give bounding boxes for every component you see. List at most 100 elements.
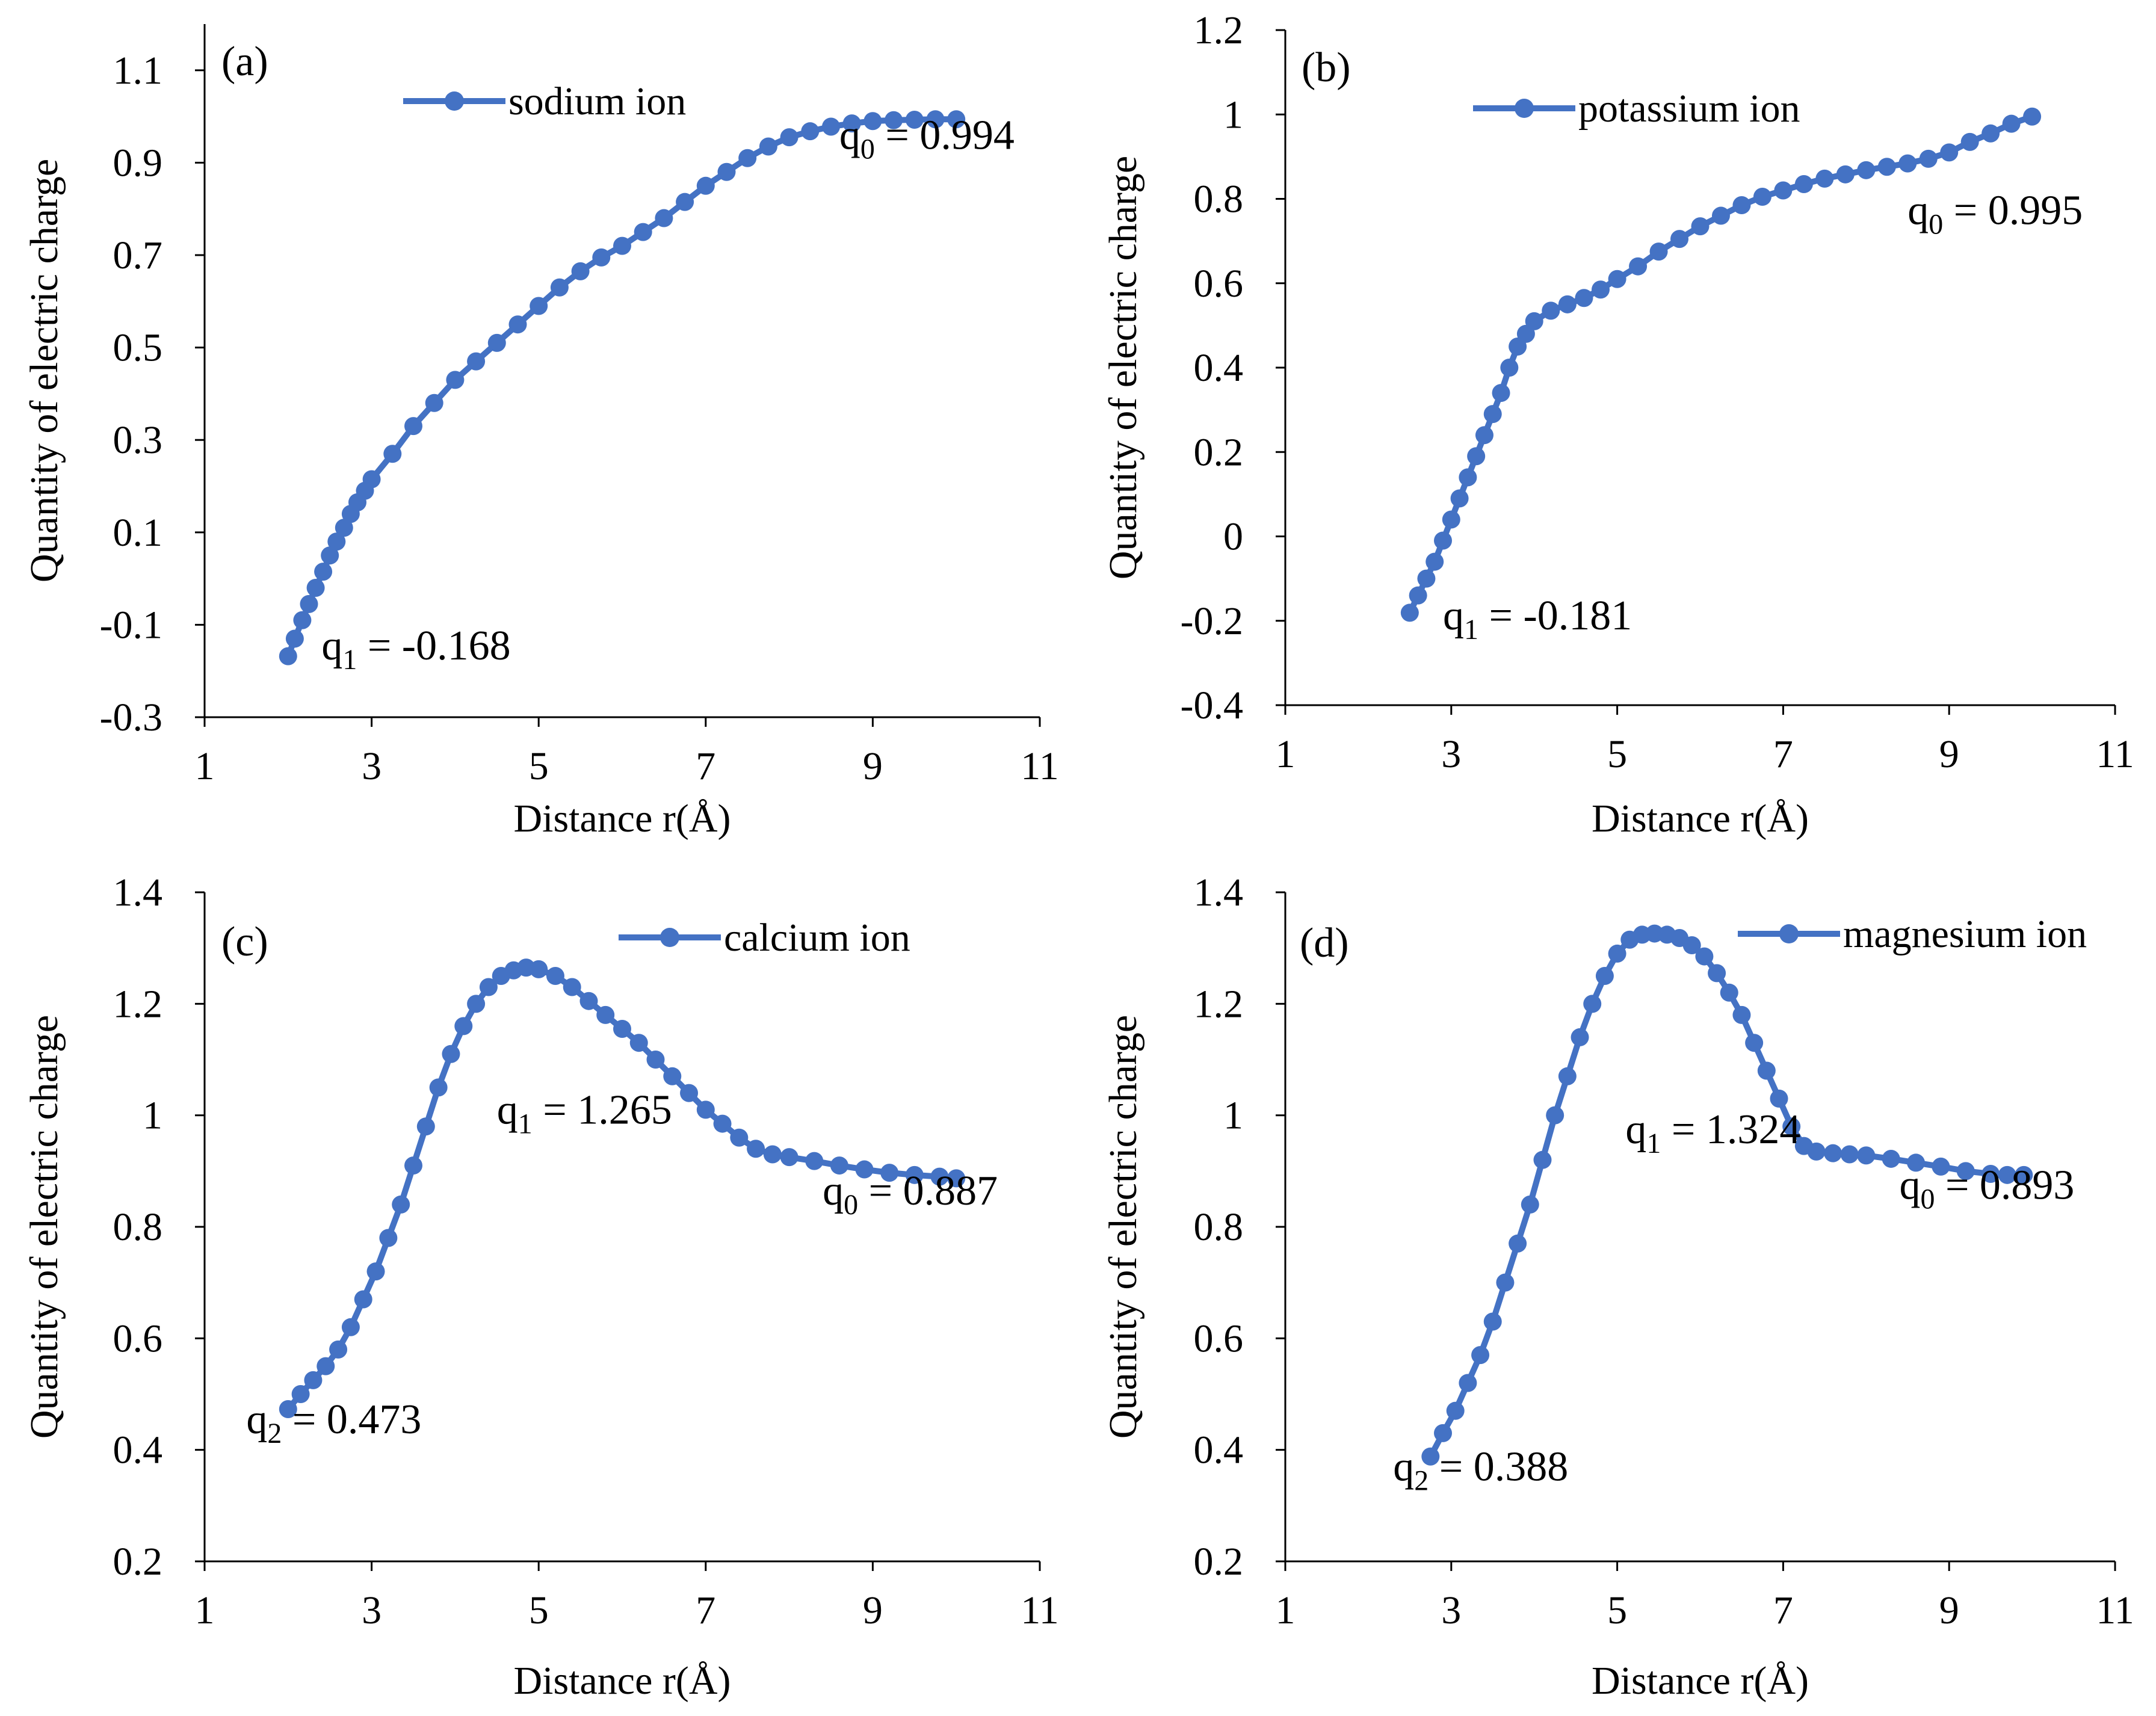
data-point [1907, 1153, 1926, 1172]
data-point [717, 162, 736, 181]
data-point [1720, 983, 1738, 1002]
annotation-value: = 0.893 [1935, 1162, 2074, 1209]
data-point [1774, 181, 1793, 200]
x-tick-label: 1 [195, 744, 215, 788]
data-point [467, 352, 486, 371]
data-point [1592, 280, 1610, 299]
annotation-subscript: 1 [1646, 1128, 1661, 1159]
data-point [1546, 1106, 1564, 1125]
data-point [680, 1084, 699, 1102]
data-point [300, 594, 318, 613]
data-point [530, 960, 548, 978]
data-point [416, 1117, 435, 1136]
data-point [1695, 947, 1714, 966]
y-tick-label: 0.8 [1194, 1205, 1244, 1249]
data-point [530, 297, 548, 315]
data-point [487, 333, 506, 352]
y-tick-label: 0.2 [1194, 1540, 1244, 1584]
annotation-value: = 1.324 [1661, 1106, 1800, 1153]
data-point [1753, 187, 1771, 206]
data-point [392, 1195, 410, 1214]
annotation-symbol: q [321, 623, 342, 669]
data-point [362, 470, 381, 489]
data-point [354, 1290, 372, 1309]
x-tick-label: 9 [863, 1588, 883, 1632]
annotation-q0: q0 = 0.994 [839, 112, 1015, 165]
data-point [1981, 1164, 2000, 1183]
data-point [1732, 196, 1751, 215]
data-point [1836, 165, 1855, 184]
data-point [1467, 447, 1486, 466]
annotation-symbol: q [1899, 1162, 1920, 1209]
data-point [1782, 1117, 1801, 1136]
data-point [1882, 1149, 1900, 1168]
annotation-symbol: q [839, 112, 860, 158]
data-point [1475, 426, 1493, 445]
data-point [285, 629, 304, 648]
panel-label: (d) [1300, 920, 1349, 966]
x-tick-label: 11 [1021, 744, 1059, 788]
y-tick-label: 1.2 [1194, 982, 1244, 1026]
data-point [1649, 242, 1668, 261]
x-tick-label: 1 [1276, 1588, 1296, 1632]
data-point [446, 371, 465, 389]
data-point [1940, 143, 1959, 162]
y-tick-label: 0.6 [1194, 1316, 1244, 1360]
data-point [1960, 132, 1979, 151]
data-point [327, 532, 346, 551]
y-tick-label: 0.9 [113, 141, 163, 185]
y-tick-label: 1 [1223, 93, 1243, 137]
data-point [1500, 359, 1519, 377]
data-point [2015, 1165, 2033, 1184]
annotation-value: = 0.388 [1429, 1444, 1568, 1490]
x-tick-label: 3 [1441, 732, 1461, 776]
data-point [335, 519, 353, 537]
data-point [550, 278, 569, 297]
data-point [2023, 107, 2042, 126]
annotation-q1: q1 = -0.181 [1443, 593, 1632, 646]
data-point [592, 248, 611, 267]
data-point [1745, 1034, 1764, 1052]
data-point [1932, 1157, 1950, 1176]
data-point [366, 1262, 385, 1281]
data-point [579, 992, 598, 1010]
data-point [1857, 1146, 1876, 1165]
x-tick-label: 11 [1021, 1588, 1059, 1632]
data-point [905, 110, 924, 129]
y-tick-label: 0.8 [113, 1205, 163, 1249]
data-point [479, 978, 498, 996]
annotation-value: = -0.181 [1478, 593, 1632, 639]
data-point [1483, 1312, 1502, 1331]
legend-marker [1779, 924, 1799, 943]
y-tick-label: 0.1 [113, 511, 163, 555]
data-point [563, 978, 581, 996]
x-tick-label: 11 [2096, 1588, 2134, 1632]
data-point [842, 114, 861, 133]
y-tick-label: 0.2 [1194, 430, 1244, 474]
data-point [329, 1340, 348, 1359]
data-point [1629, 257, 1648, 276]
data-point [314, 563, 333, 581]
data-point [1608, 270, 1626, 288]
data-point [947, 110, 966, 129]
annotation-value: = 1.265 [533, 1087, 672, 1134]
data-point [822, 117, 840, 136]
data-point [1682, 936, 1701, 955]
y-tick-label: 1.1 [113, 49, 163, 93]
data-point [676, 193, 694, 211]
y-tick-label: 0.4 [1194, 1428, 1244, 1472]
data-point [1434, 1424, 1453, 1442]
x-tick-label: 3 [362, 744, 381, 788]
panel-label: (a) [221, 39, 268, 85]
data-point [905, 1165, 924, 1184]
annotation-subscript: 1 [518, 1108, 533, 1140]
legend-label: calcium ion [724, 916, 910, 960]
y-tick-label: 1.4 [113, 871, 163, 915]
annotation-subscript: 0 [1929, 209, 1943, 241]
legend-marker [660, 928, 679, 947]
x-tick-label: 3 [362, 1588, 381, 1632]
data-point [1483, 405, 1502, 424]
data-point [1575, 289, 1593, 307]
data-point [1794, 174, 1813, 193]
data-point [321, 546, 339, 565]
